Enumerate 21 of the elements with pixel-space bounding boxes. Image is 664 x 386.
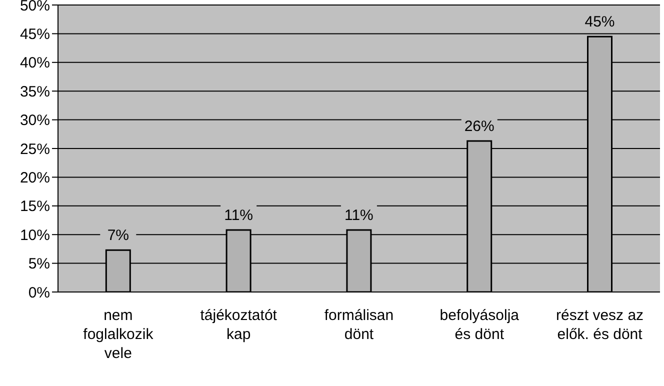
data-label: 11% bbox=[224, 207, 254, 224]
data-label: 11% bbox=[344, 207, 374, 224]
y-tick-label: 45% bbox=[20, 26, 50, 44]
x-tick-label: nem foglalkozik vele bbox=[83, 307, 154, 362]
x-tick-label: tájékoztatót kap bbox=[200, 307, 278, 343]
y-tick-label: 10% bbox=[20, 226, 50, 244]
y-tick-label: 40% bbox=[20, 54, 50, 72]
x-tick-label: befolyásolja és dönt bbox=[440, 307, 520, 343]
data-label: 7% bbox=[107, 227, 130, 244]
y-tick-label: 30% bbox=[20, 112, 50, 130]
x-tick-label: részt vesz az elők. és dönt bbox=[556, 307, 644, 343]
y-tick-label: 35% bbox=[20, 83, 50, 100]
y-tick-label: 15% bbox=[20, 198, 50, 216]
data-label: 45% bbox=[584, 14, 615, 31]
x-tick-label: formálisan dönt bbox=[324, 307, 394, 343]
data-label: 26% bbox=[464, 118, 494, 136]
y-tick-label: 5% bbox=[28, 256, 50, 273]
y-tick-label: 20% bbox=[20, 170, 50, 187]
y-tick-label: 50% bbox=[20, 0, 50, 14]
y-tick-label: 25% bbox=[20, 140, 50, 158]
y-tick-label: 0% bbox=[28, 284, 50, 302]
